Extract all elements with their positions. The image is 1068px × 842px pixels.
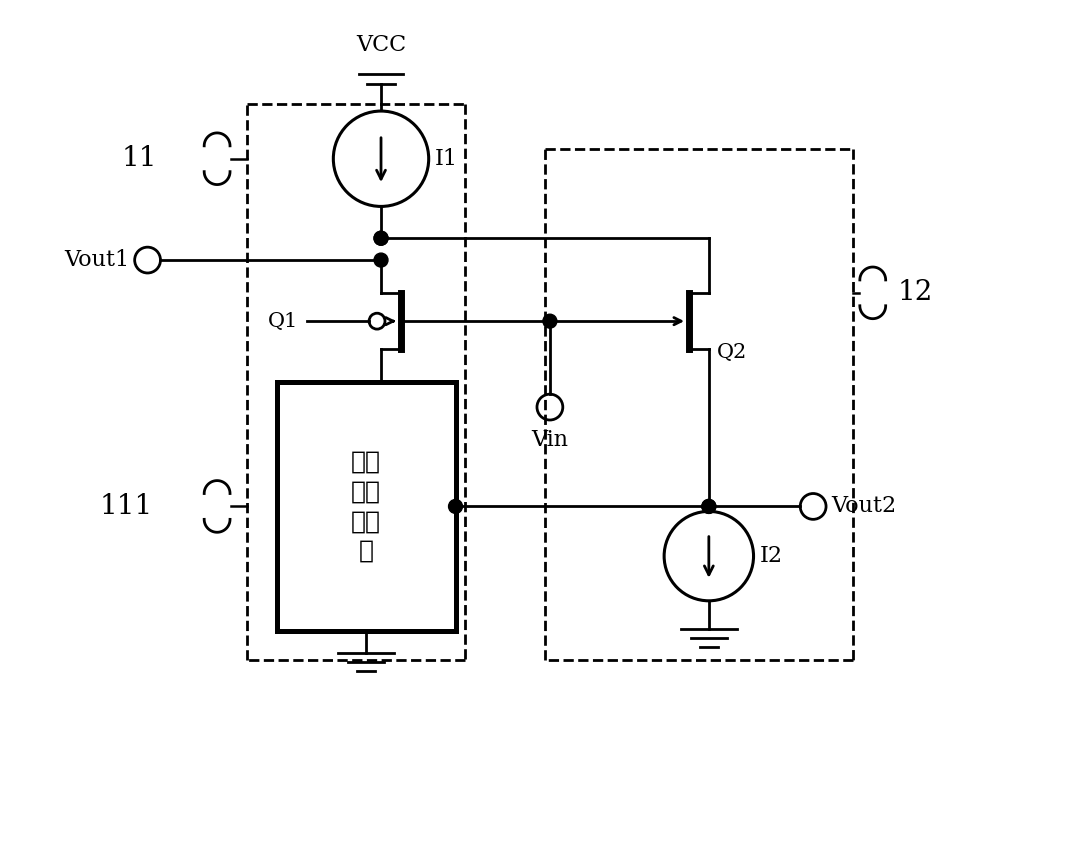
Text: 11: 11 xyxy=(122,145,157,173)
Text: Vin: Vin xyxy=(532,429,568,451)
Text: Q2: Q2 xyxy=(717,343,747,362)
Text: 12: 12 xyxy=(897,280,933,306)
Text: VCC: VCC xyxy=(356,35,406,56)
Circle shape xyxy=(543,314,556,328)
Circle shape xyxy=(374,232,388,245)
Circle shape xyxy=(702,499,716,514)
Text: Q1: Q1 xyxy=(268,312,299,331)
Text: 111: 111 xyxy=(99,493,153,520)
Text: I2: I2 xyxy=(759,545,783,568)
Text: 第一
跟随
子单
元: 第一 跟随 子单 元 xyxy=(351,450,381,563)
Circle shape xyxy=(374,253,388,267)
Text: I1: I1 xyxy=(435,147,458,170)
Text: Vout2: Vout2 xyxy=(831,495,896,518)
Text: Vout1: Vout1 xyxy=(64,249,129,271)
Circle shape xyxy=(374,232,388,245)
Circle shape xyxy=(702,499,716,514)
Circle shape xyxy=(449,499,462,514)
